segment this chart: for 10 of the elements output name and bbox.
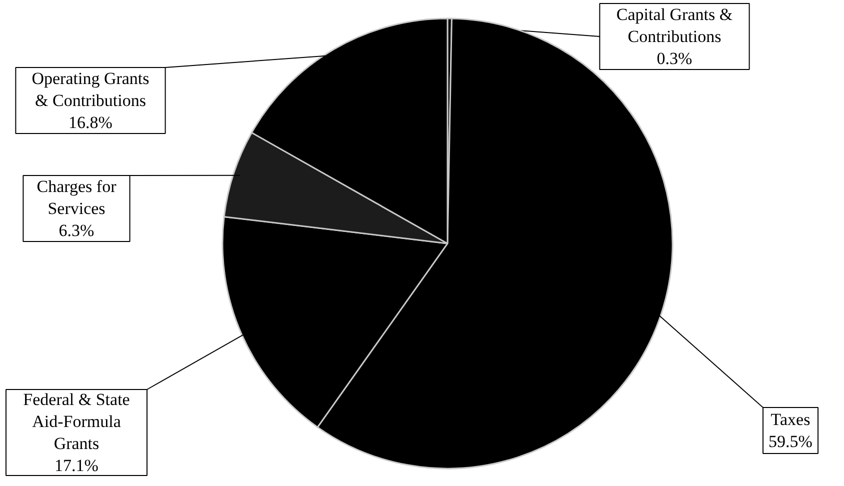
slice-label: Capital Grants & Contributions: [616, 5, 733, 46]
data-label: 17.1%: [54, 456, 98, 475]
data-label: 6.3%: [58, 220, 94, 240]
data-label: 16.8%: [68, 112, 112, 132]
slice-label: Operating Grants & Contributions: [32, 69, 150, 110]
data-label: 0.3%: [656, 48, 692, 68]
slice-label: Federal & State Aid-Formula Grants: [23, 390, 130, 453]
slice-label: Taxes: [770, 410, 810, 430]
data-label: 59.5%: [768, 432, 812, 451]
slice-label: Charges for Services: [36, 177, 117, 218]
